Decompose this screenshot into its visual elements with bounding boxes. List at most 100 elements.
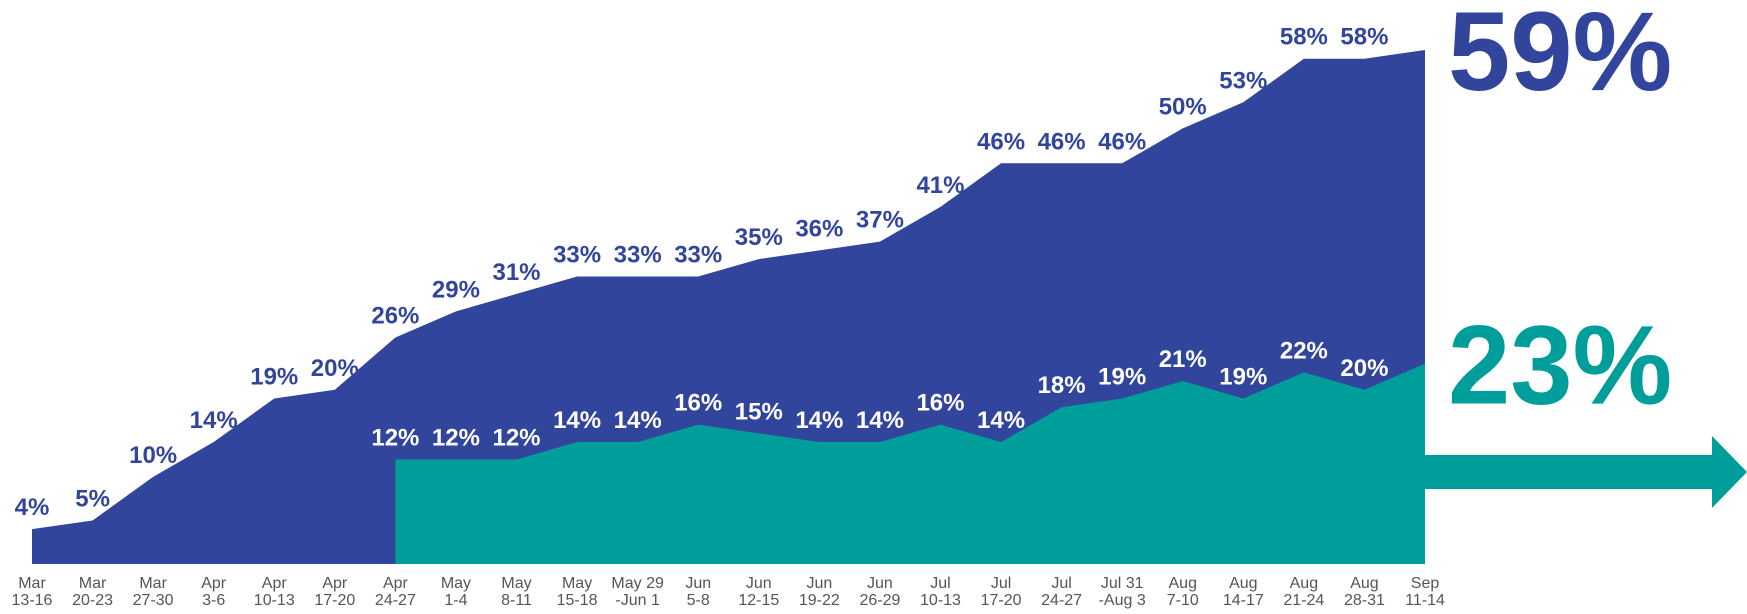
x-tick-label: Aug 21-24 [1283, 575, 1324, 609]
value-label: 35% [735, 224, 783, 251]
value-label: 20% [311, 355, 359, 382]
tick-line: 12-15 [738, 592, 779, 609]
tick-line: 28-31 [1344, 592, 1385, 609]
value-label: 21% [1159, 346, 1207, 373]
tick-line: Mar [139, 575, 167, 592]
value-label: 14% [856, 407, 904, 434]
x-tick-label: Jun 5-8 [685, 575, 711, 609]
x-tick-label: Mar 13-16 [12, 575, 53, 609]
value-label: 14% [553, 407, 601, 434]
value-label: 19% [250, 363, 298, 390]
tick-line: 5-8 [687, 592, 710, 609]
tick-line: 20-23 [72, 592, 113, 609]
tick-line: 26-29 [859, 592, 900, 609]
tick-line: Apr [322, 575, 348, 592]
x-tick-label: Sep 11-14 [1405, 575, 1445, 609]
x-tick-label: Mar 20-23 [72, 575, 113, 609]
plot: 4% 5% 10% 14% 19% 20% 26% 29% 31% 33% 33% 33% 35% 36%… [12, 0, 1673, 609]
value-label: 36% [795, 215, 843, 242]
tick-line: Apr [201, 575, 227, 592]
value-label: 22% [1280, 337, 1328, 364]
value-label: 10% [129, 442, 177, 469]
x-tick-label: Apr 10-13 [254, 575, 295, 609]
tick-line: 3-6 [202, 592, 225, 609]
value-label: 31% [492, 259, 540, 286]
area [395, 363, 1425, 564]
tick-line: Jul [930, 575, 950, 592]
tick-line: May 29 [611, 575, 664, 592]
arrow-shaft [1425, 455, 1715, 489]
value-label: 14% [190, 407, 238, 434]
tick-line: Jul [991, 575, 1011, 592]
value-label: 20% [1340, 355, 1388, 382]
tick-line: 10-13 [920, 592, 961, 609]
tick-line: 17-20 [981, 592, 1022, 609]
tick-line: Jun [867, 575, 893, 592]
value-label: 16% [674, 390, 722, 417]
value-label: 19% [1219, 363, 1267, 390]
value-label: 12% [371, 424, 419, 451]
tick-line: -Aug 3 [1099, 592, 1146, 609]
tick-line: 7-10 [1167, 592, 1199, 609]
x-tick-label: May 1-4 [441, 575, 471, 609]
tick-line: Apr [262, 575, 288, 592]
end-label: 23% [1448, 303, 1672, 428]
tick-line: 17-20 [314, 592, 355, 609]
value-label: 53% [1219, 67, 1267, 94]
tick-line: 11-14 [1405, 592, 1445, 609]
x-tick-label: Jul 10-13 [920, 575, 961, 609]
tick-line: May [501, 575, 531, 592]
tick-line: Jun [685, 575, 711, 592]
x-tick-label: Jul 31 -Aug 3 [1099, 575, 1146, 609]
tick-line: Aug [1290, 575, 1318, 592]
value-label: 46% [1098, 128, 1146, 155]
x-tick-label: Apr 17-20 [314, 575, 355, 609]
x-tick-label: Jul 24-27 [1041, 575, 1082, 609]
arrow-head [1712, 436, 1747, 508]
tick-line: 15-18 [557, 592, 598, 609]
value-label: 18% [1038, 372, 1086, 399]
value-label: 14% [977, 407, 1025, 434]
value-label: 12% [492, 424, 540, 451]
arrow [1425, 436, 1747, 508]
value-label: 46% [977, 128, 1025, 155]
x-tick-label: May 15-18 [557, 575, 598, 609]
tick-line: Mar [79, 575, 107, 592]
value-label: 15% [735, 398, 783, 425]
tick-line: Jul [1051, 575, 1071, 592]
x-tick-label: Jul 17-20 [981, 575, 1022, 609]
tick-line: 8-11 [501, 592, 532, 609]
value-label: 4% [15, 494, 50, 521]
tick-line: 10-13 [254, 592, 295, 609]
tick-line: Aug [1229, 575, 1257, 592]
tick-line: May [562, 575, 592, 592]
value-label: 16% [916, 390, 964, 417]
value-label: 14% [795, 407, 843, 434]
tick-line: 21-24 [1283, 592, 1324, 609]
x-tick-label: Apr 24-27 [375, 575, 416, 609]
value-label: 58% [1280, 24, 1328, 51]
tick-line: 27-30 [133, 592, 174, 609]
tick-line: Jul 31 [1101, 575, 1144, 592]
value-label: 33% [674, 242, 722, 269]
tick-line: May [441, 575, 471, 592]
value-label: 50% [1159, 93, 1207, 120]
value-label: 19% [1098, 363, 1146, 390]
value-label: 58% [1340, 24, 1388, 51]
x-tick-label: Aug 7-10 [1167, 575, 1199, 609]
x-tick-label: May 29 -Jun 1 [611, 575, 664, 609]
tick-line: Jun [746, 575, 772, 592]
x-tick-label: Jun 19-22 [799, 575, 840, 609]
x-tick-label: Aug 28-31 [1344, 575, 1385, 609]
tick-line: 14-17 [1223, 592, 1264, 609]
tick-line: 19-22 [799, 592, 840, 609]
tick-line: Aug [1350, 575, 1378, 592]
x-tick-label: Apr 3-6 [201, 575, 227, 609]
value-label: 46% [1038, 128, 1086, 155]
tick-line: Apr [383, 575, 409, 592]
x-tick-label: Jun 26-29 [859, 575, 900, 609]
tick-line: 13-16 [12, 592, 53, 609]
value-label: 29% [432, 276, 480, 303]
value-label: 37% [856, 207, 904, 234]
